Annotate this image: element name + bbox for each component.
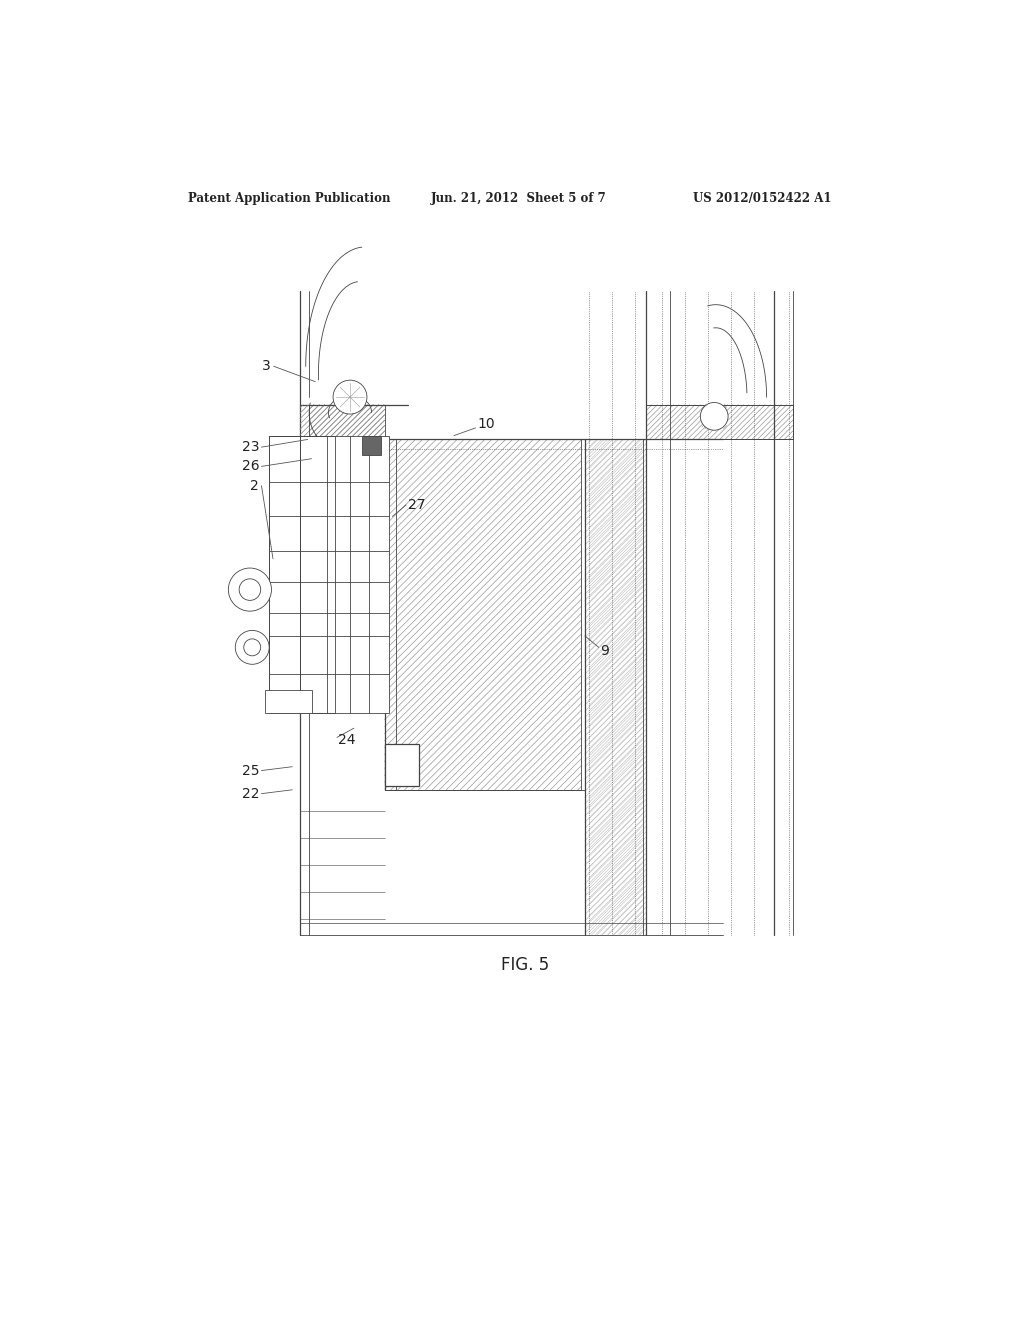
Circle shape <box>228 568 271 611</box>
Text: Jun. 21, 2012  Sheet 5 of 7: Jun. 21, 2012 Sheet 5 of 7 <box>431 191 606 205</box>
Bar <box>265 689 311 713</box>
Circle shape <box>333 380 367 414</box>
Bar <box>385 743 419 785</box>
Bar <box>309 405 385 440</box>
Text: 10: 10 <box>477 417 495 432</box>
Circle shape <box>244 639 261 656</box>
Bar <box>361 436 381 455</box>
Text: 3: 3 <box>262 359 270 374</box>
Text: 9: 9 <box>600 644 609 659</box>
Text: 2: 2 <box>251 479 259 492</box>
Circle shape <box>700 403 728 430</box>
Text: Patent Application Publication: Patent Application Publication <box>188 191 391 205</box>
Text: US 2012/0152422 A1: US 2012/0152422 A1 <box>692 191 831 205</box>
Text: FIG. 5: FIG. 5 <box>501 957 549 974</box>
Text: 26: 26 <box>242 459 259 474</box>
Circle shape <box>236 631 269 664</box>
Text: 23: 23 <box>242 440 259 454</box>
Circle shape <box>240 579 261 601</box>
Text: 22: 22 <box>242 787 259 801</box>
Text: 25: 25 <box>242 763 259 777</box>
Bar <box>269 436 388 713</box>
Text: 27: 27 <box>408 498 425 512</box>
Bar <box>269 436 300 713</box>
Bar <box>300 436 335 713</box>
Text: 24: 24 <box>339 733 356 747</box>
Bar <box>646 405 793 440</box>
Bar <box>385 440 581 789</box>
